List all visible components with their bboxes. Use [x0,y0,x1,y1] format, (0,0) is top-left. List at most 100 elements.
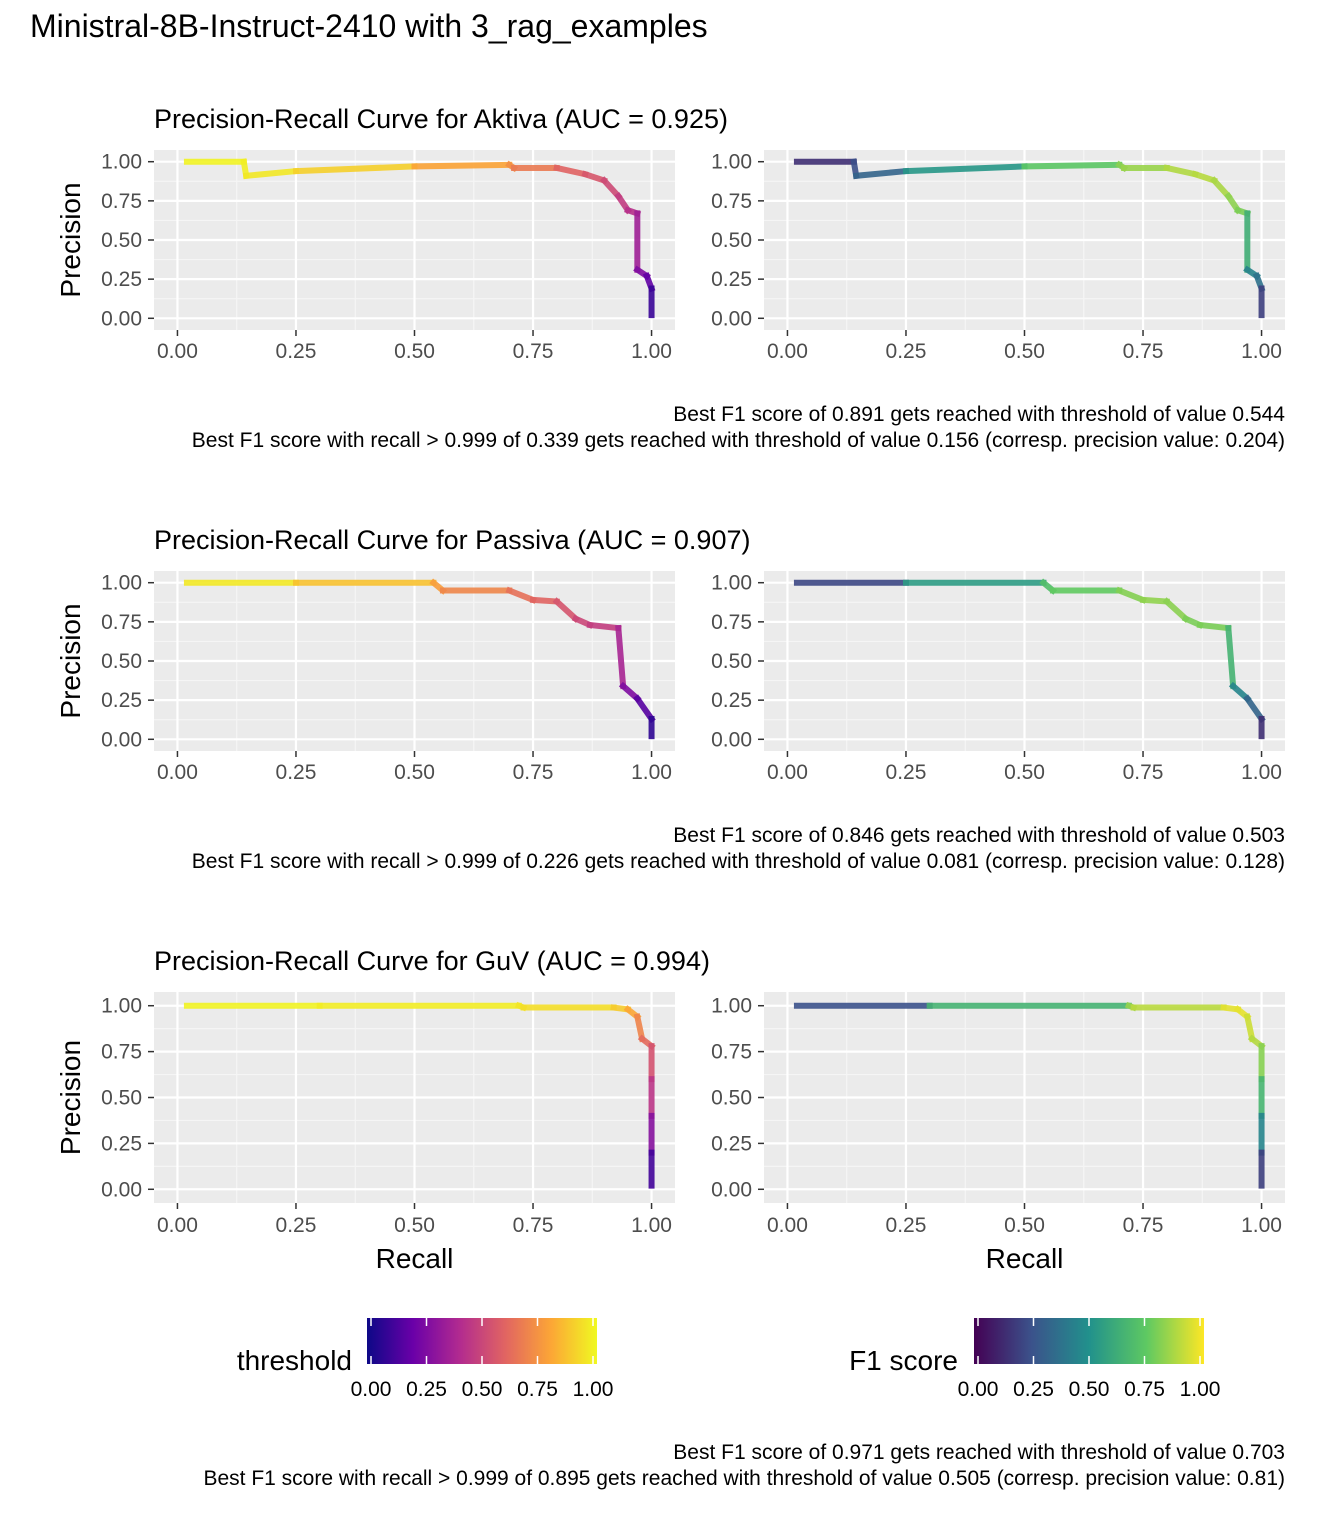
x-tick-label: 0.75 [1123,340,1164,363]
chart-row-2: Precision-Recall Curve for GuV (AUC = 0.… [55,946,1285,1274]
y-tick-label: 1.00 [101,572,142,595]
x-tick-label: 0.75 [513,1214,554,1237]
caption-line: Best F1 score of 0.846 gets reached with… [673,824,1285,847]
curve-segment [1225,624,1237,690]
curve-segment [1021,161,1123,170]
x-tick-label: 0.50 [394,1214,435,1237]
legend-tick-label: 0.00 [958,1378,999,1401]
legend-tick-label: 0.75 [517,1378,558,1401]
x-tick-label: 0.50 [394,761,435,784]
curve-segment [1162,597,1190,623]
curve-segment [552,597,580,623]
y-tick-label: 0.50 [711,1087,752,1110]
y-tick-label: 0.75 [101,611,142,634]
chart-title: Precision-Recall Curve for Passiva (AUC … [154,525,750,555]
x-tick-label: 1.00 [631,340,672,363]
x-tick-label: 0.75 [513,340,554,363]
x-tick-label: 0.75 [513,761,554,784]
curve-segment [1163,164,1199,178]
y-tick-label: 0.75 [711,190,752,213]
y-tick-label: 0.25 [711,689,752,712]
x-tick-label: 1.00 [1241,1214,1282,1237]
y-tick-label: 1.00 [711,995,752,1018]
y-tick-label: 0.75 [101,190,142,213]
curve-segment [852,167,910,180]
curve-segment [1115,586,1147,604]
y-tick-label: 0.00 [711,307,752,330]
x-tick-label: 0.00 [157,1214,198,1237]
x-tick-label: 1.00 [631,1214,672,1237]
y-tick-label: 0.50 [101,229,142,252]
y-tick-label: 0.00 [711,728,752,751]
x-tick-label: 1.00 [1241,761,1282,784]
legend-tick-label: 0.50 [462,1378,503,1401]
x-tick-label: 0.25 [276,761,317,784]
chart-title: Precision-Recall Curve for Aktiva (AUC =… [154,104,728,134]
curve-segment [411,161,513,170]
curve-segment [902,163,1028,175]
panel-f1: 0.00 0.00 0.25 0.25 0.50 0.50 0.75 0.75 1.00 1.00 [711,571,1285,784]
x-axis-label: Recall [376,1243,454,1274]
y-tick-label: 0.50 [711,229,752,252]
legend-tick-label: 0.75 [1124,1378,1165,1401]
x-tick-label: 0.50 [1004,340,1045,363]
legend-tick-label: 0.25 [1013,1378,1054,1401]
curve-segment [1139,596,1170,605]
x-axis-label: Recall [986,1243,1064,1274]
legend-tick-label: 1.00 [573,1378,614,1401]
curve-segment [1228,681,1252,703]
figure-title: Ministral-8B-Instruct-2410 with 3_rag_ex… [30,8,708,44]
panel-f1: 0.00 0.00 0.25 0.25 0.50 0.50 0.75 0.75 1.00 1.00 [711,150,1285,363]
y-tick-label: 0.00 [101,1178,142,1201]
x-tick-label: 0.25 [276,340,317,363]
x-tick-label: 0.75 [1123,761,1164,784]
caption-line: Best F1 score of 0.891 gets reached with… [673,403,1285,426]
y-tick-label: 0.00 [101,307,142,330]
chart-row-1: Precision-Recall Curve for Passiva (AUC … [55,525,1285,784]
best-f1-caption: Best F1 score of 0.971 gets reached with… [203,1440,1285,1492]
x-tick-label: 0.25 [276,1214,317,1237]
x-tick-label: 0.25 [886,340,927,363]
curve-segment [615,624,627,690]
curve-segment [618,681,642,703]
legend-tick-label: 0.25 [406,1378,447,1401]
legend-title: threshold [237,1345,352,1376]
caption-line: Best F1 score with recall > 0.999 of 0.2… [191,850,1285,873]
y-tick-label: 1.00 [711,572,752,595]
panel-threshold: 0.00 0.00 0.25 0.25 0.50 0.50 0.75 0.75 1.00 1.00 [101,571,675,784]
best-f1-caption: Best F1 score of 0.846 gets reached with… [192,823,1285,875]
y-tick-label: 1.00 [711,151,752,174]
x-tick-label: 0.00 [157,340,198,363]
y-tick-label: 0.75 [711,1041,752,1064]
y-tick-label: 0.50 [711,650,752,673]
curve-segment [529,596,560,605]
curve-segment [586,621,622,632]
curve-segment [505,586,537,604]
legend-title: F1 score [849,1345,958,1376]
panel-threshold: 0.00 0.00 0.25 0.25 0.50 0.50 0.75 0.75 1.00 1.00… [101,992,675,1274]
x-tick-label: 0.50 [1004,1214,1045,1237]
y-tick-label: 0.00 [711,1178,752,1201]
legend-tick-label: 0.00 [351,1378,392,1401]
y-tick-label: 1.00 [101,995,142,1018]
chart-row-0: Precision-Recall Curve for Aktiva (AUC =… [55,104,1285,363]
x-tick-label: 0.25 [886,1214,927,1237]
curve-segment [242,167,300,180]
y-tick-label: 1.00 [101,151,142,174]
panel-f1: 0.00 0.00 0.25 0.25 0.50 0.50 0.75 0.75 1.00 1.00… [711,992,1285,1274]
y-tick-label: 0.75 [101,1041,142,1064]
y-tick-label: 0.25 [101,268,142,291]
caption-line: Best F1 score with recall > 0.999 of 0.3… [191,429,1285,452]
curve-segment [599,176,623,201]
curve-segment [292,163,418,175]
y-axis-label: Precision [55,1040,86,1155]
x-tick-label: 0.75 [1123,1214,1164,1237]
x-tick-label: 0.00 [767,340,808,363]
x-tick-label: 0.25 [886,761,927,784]
x-tick-label: 0.50 [394,340,435,363]
y-axis-label: Precision [55,603,86,718]
x-tick-label: 1.00 [631,761,672,784]
